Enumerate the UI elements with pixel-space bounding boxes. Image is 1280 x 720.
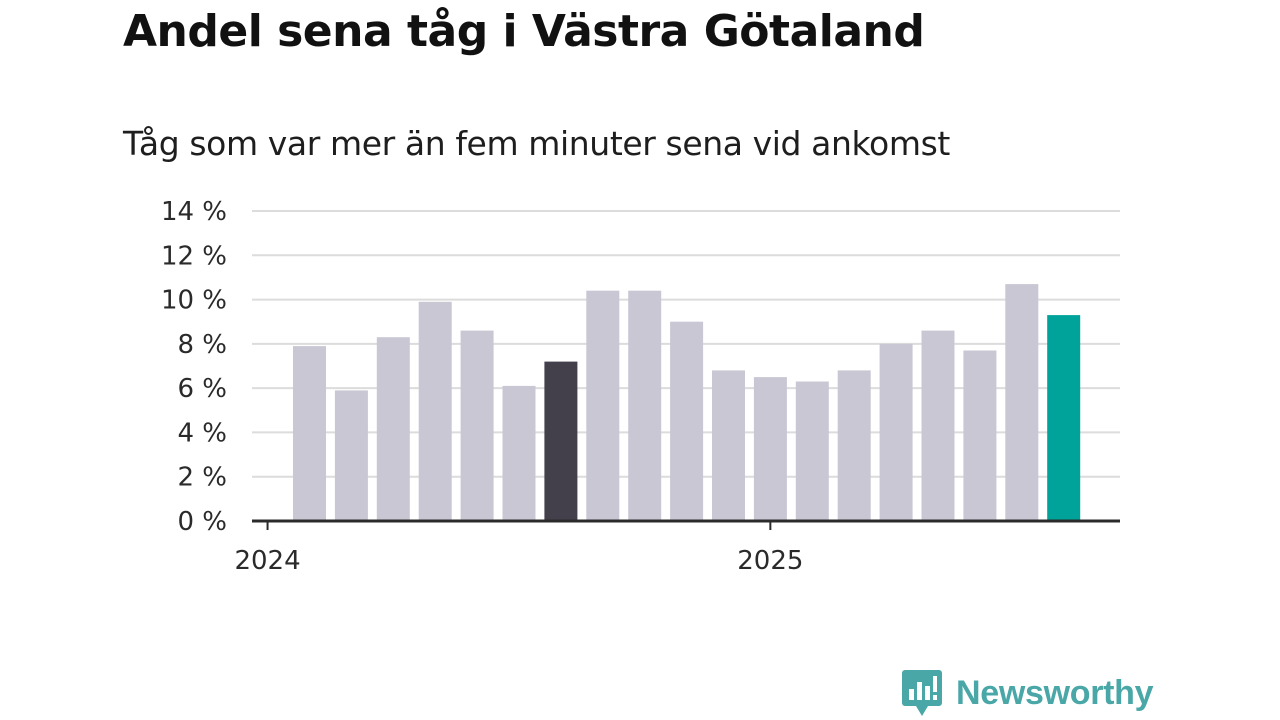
y-tick-label: 12 % [161, 241, 227, 271]
bar [1005, 284, 1039, 521]
bar [837, 370, 871, 521]
y-tick-label: 6 % [177, 374, 227, 404]
x-axis [252, 519, 1120, 530]
bar [712, 370, 745, 521]
y-tick-label: 0 % [177, 507, 227, 537]
bar [921, 330, 955, 521]
bar [963, 350, 997, 521]
newsworthy-brand: Newsworthy [902, 670, 1154, 716]
bar [628, 290, 662, 521]
bar [795, 381, 829, 521]
brand-name: Newsworthy [956, 673, 1154, 712]
bar [460, 330, 494, 521]
bar [753, 377, 787, 521]
bar [1047, 315, 1081, 521]
y-tick-label: 14 % [161, 197, 227, 227]
bar [334, 390, 368, 521]
x-tick-label: 2024 [234, 546, 300, 576]
x-axis-labels: 2024 2025 [234, 546, 803, 576]
y-tick-label: 10 % [161, 286, 227, 316]
bar [418, 301, 452, 521]
chart-subtitle: Tåg som var mer än fem minuter sena vid … [123, 124, 950, 163]
y-tick-label: 2 % [177, 463, 227, 493]
bar [544, 361, 578, 521]
bar [376, 337, 410, 521]
x-tick-label: 2025 [737, 546, 803, 576]
bars [293, 284, 1081, 521]
bar [586, 290, 620, 521]
bar [293, 346, 326, 521]
y-tick-label: 8 % [177, 330, 227, 360]
chart-title: Andel sena tåg i Västra Götaland [123, 6, 925, 57]
bar [670, 321, 704, 521]
bar [879, 343, 913, 521]
y-tick-label: 4 % [177, 418, 227, 448]
newsworthy-logo-icon [902, 670, 942, 716]
y-axis-labels: 0 % 2 % 4 % 6 % 8 % 10 % 12 % 14 % [161, 197, 227, 537]
bar [502, 385, 536, 521]
